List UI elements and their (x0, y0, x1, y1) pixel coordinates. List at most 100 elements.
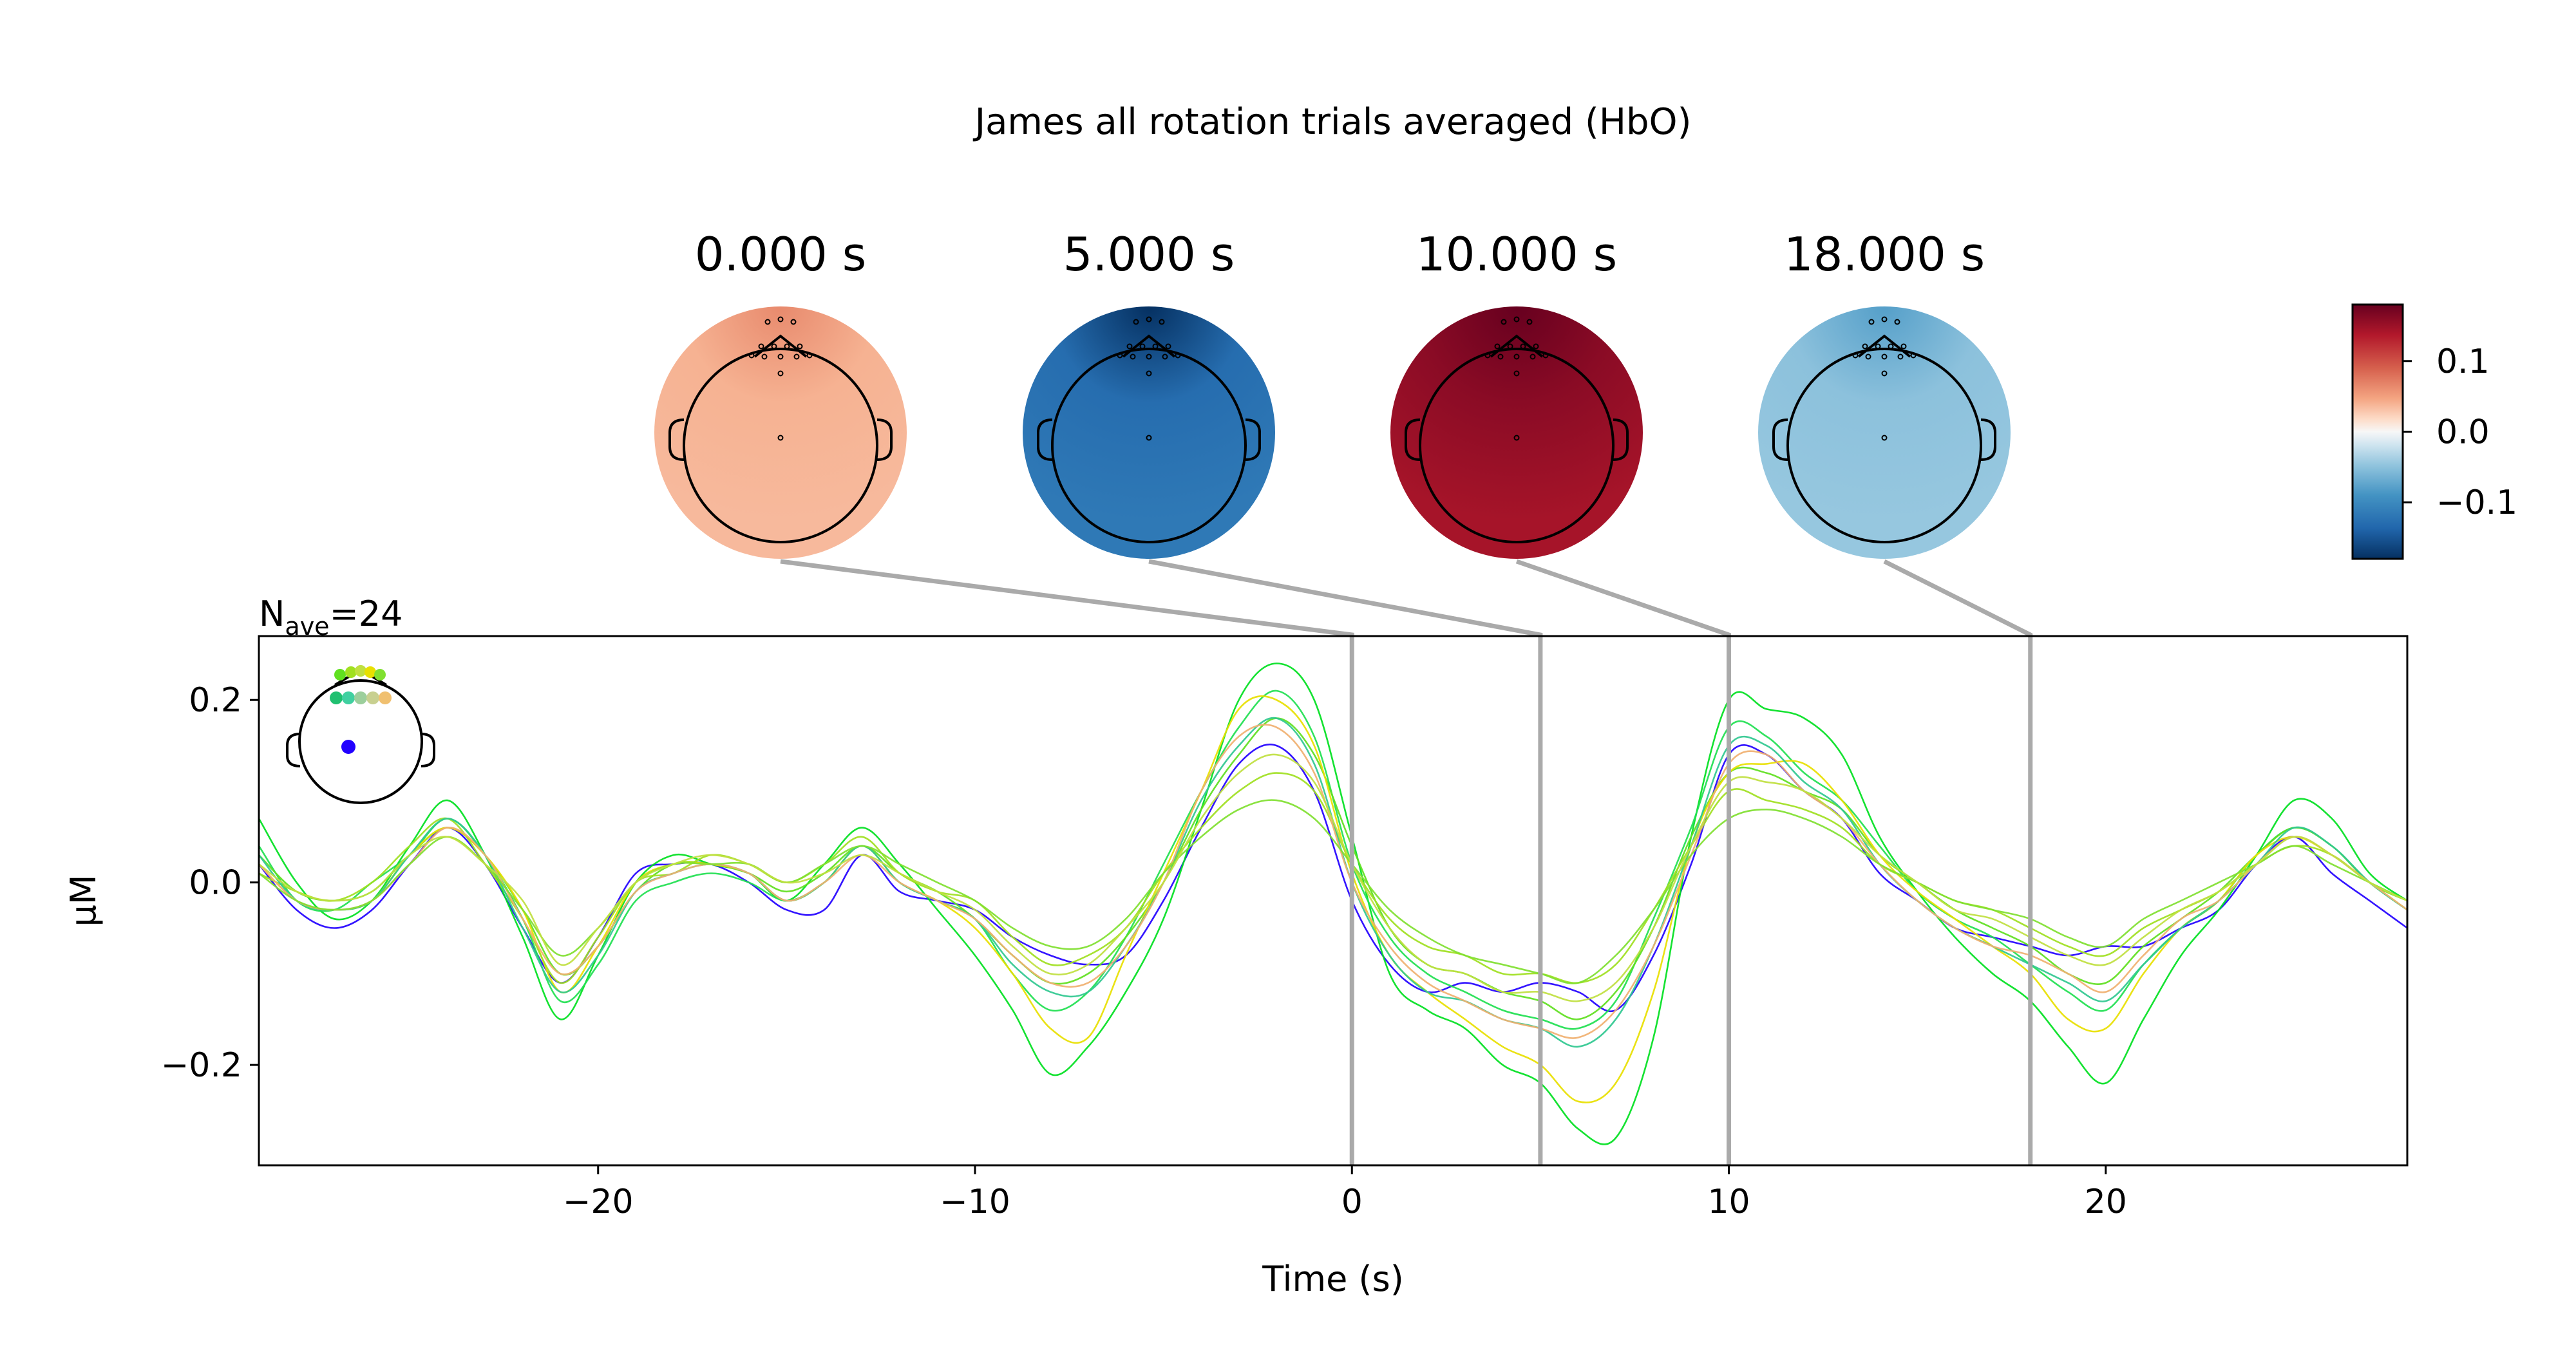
topomap-field (1758, 306, 2011, 559)
y-axis-label: µM (63, 875, 104, 927)
topomap-sensor (1865, 353, 1871, 360)
inset-sensor (366, 691, 379, 704)
topomap-sensor (1146, 316, 1152, 323)
topomap-sensor (1130, 353, 1136, 360)
topomap-sensor (1852, 352, 1859, 359)
x-tick-label: −20 (563, 1183, 634, 1221)
topomap-sensor (1868, 319, 1875, 325)
inset-right-ear (421, 733, 435, 767)
trace-line (259, 662, 2407, 1145)
topomap: 10.000 s (1390, 227, 1643, 559)
topomap-sensor (1513, 316, 1520, 323)
plot-area: −20 −10 0 10 20 0.2 0.0 −0.2 (161, 635, 2409, 1221)
nave-label: Nave=24 (259, 594, 403, 641)
topomap-sensor (1133, 319, 1139, 325)
inset-sensor (342, 691, 355, 704)
topomap-field (654, 306, 907, 559)
x-axis-ticks: −20 −10 0 10 20 (563, 1165, 2127, 1221)
topomap-sensor (1484, 352, 1491, 359)
inset-sensor (365, 666, 376, 678)
topomap-sensor (1165, 343, 1171, 350)
figure-title: James all rotation trials averaged (HbO) (973, 101, 1692, 143)
topomap-head-outline (1786, 348, 1982, 543)
topomap-sensor (1900, 343, 1907, 350)
colorbar-tick-label: 0.0 (2436, 413, 2490, 452)
inset-sensor (341, 740, 355, 754)
sensor-inset (286, 665, 435, 804)
topomap-nose (1857, 334, 1911, 358)
plot-frame (258, 635, 2409, 1167)
colorbar-gradient (2351, 303, 2404, 560)
topomap-sensor (761, 353, 768, 360)
topomap-sensor (1497, 353, 1504, 360)
topomap-time-label: 18.000 s (1784, 227, 1985, 281)
inset-sensor (354, 691, 367, 704)
y-axis-ticks: 0.2 0.0 −0.2 (161, 681, 259, 1085)
topomap-sensor (1894, 319, 1900, 325)
topomap-sensor (1875, 343, 1881, 350)
inset-sensor (355, 665, 366, 677)
inset-sensor (345, 666, 357, 678)
topomap-field (1390, 306, 1643, 559)
topomap-sensor (1162, 353, 1168, 360)
topomap-sensor (1862, 343, 1868, 350)
topomap-head-outline (683, 348, 878, 543)
topomap-sensor (1897, 353, 1904, 360)
topomap-sensor (806, 352, 813, 359)
colorbar: 0.1 0.0 −0.1 (2351, 303, 2517, 560)
y-tick-label: 0.2 (189, 681, 242, 720)
x-tick-label: 20 (2085, 1183, 2127, 1221)
plot-frame-bg (259, 636, 2407, 1165)
topomap: 0.000 s (654, 227, 907, 559)
topomap-sensor (1881, 316, 1888, 323)
inset-head (298, 679, 423, 804)
topomap-connector-line (1883, 559, 2033, 637)
topomap-sensor (1175, 352, 1181, 359)
topomap-nose (753, 334, 808, 358)
trace-line (259, 724, 2407, 1039)
topomap: 5.000 s (1023, 227, 1275, 559)
inset-left-ear (286, 733, 301, 767)
topomap-right-ear (1980, 418, 1996, 461)
topomap-sensor (1152, 343, 1159, 350)
y-tick-label: −0.2 (161, 1046, 242, 1085)
topomap-head-outline (1051, 348, 1247, 543)
colorbar-tick-label: −0.1 (2436, 484, 2517, 522)
topomap-sensor (1507, 343, 1513, 350)
topomap-sensor (1126, 343, 1133, 350)
topomap-right-ear (1245, 418, 1261, 461)
topomap-nose (1122, 334, 1176, 358)
topomap-sensor (771, 343, 777, 350)
topomap-sensor (1494, 343, 1501, 350)
topomap-sensor (793, 353, 800, 360)
topomap-connector-line (1515, 559, 1732, 637)
topomap-sensor (1513, 435, 1520, 441)
topomap-left-ear (668, 418, 685, 461)
topomap-sensor (764, 319, 771, 325)
x-tick-label: 0 (1341, 1183, 1363, 1221)
inset-sensor (379, 691, 392, 704)
topomap-sensor (1146, 353, 1152, 360)
topomap-right-ear (1613, 418, 1629, 461)
topomap-left-ear (1772, 418, 1788, 461)
topomap-time-label: 0.000 s (695, 227, 867, 281)
topomap-time-label: 10.000 s (1416, 227, 1617, 281)
topomap-sensor (790, 319, 797, 325)
topomap-sensor (758, 343, 764, 350)
topomap-connector-line (1148, 559, 1543, 637)
topomap-sensor (1530, 353, 1536, 360)
y-tick-label: 0.0 (189, 864, 242, 903)
inset-sensor (374, 669, 386, 681)
topomap-sensor (1910, 352, 1917, 359)
topomap-right-ear (876, 418, 893, 461)
topomap-sensor (1881, 353, 1888, 360)
colorbar-ticks: 0.1 0.0 −0.1 (2403, 343, 2517, 522)
topomap-sensor (777, 353, 784, 360)
topomap-sensor (1139, 343, 1146, 350)
topomap-sensor (784, 343, 790, 350)
inset-sensor (334, 669, 346, 681)
topomap-left-ear (1405, 418, 1421, 461)
topomap-sensor (1526, 319, 1533, 325)
topomap-sensor (1159, 319, 1165, 325)
trace-line (259, 753, 2407, 1002)
